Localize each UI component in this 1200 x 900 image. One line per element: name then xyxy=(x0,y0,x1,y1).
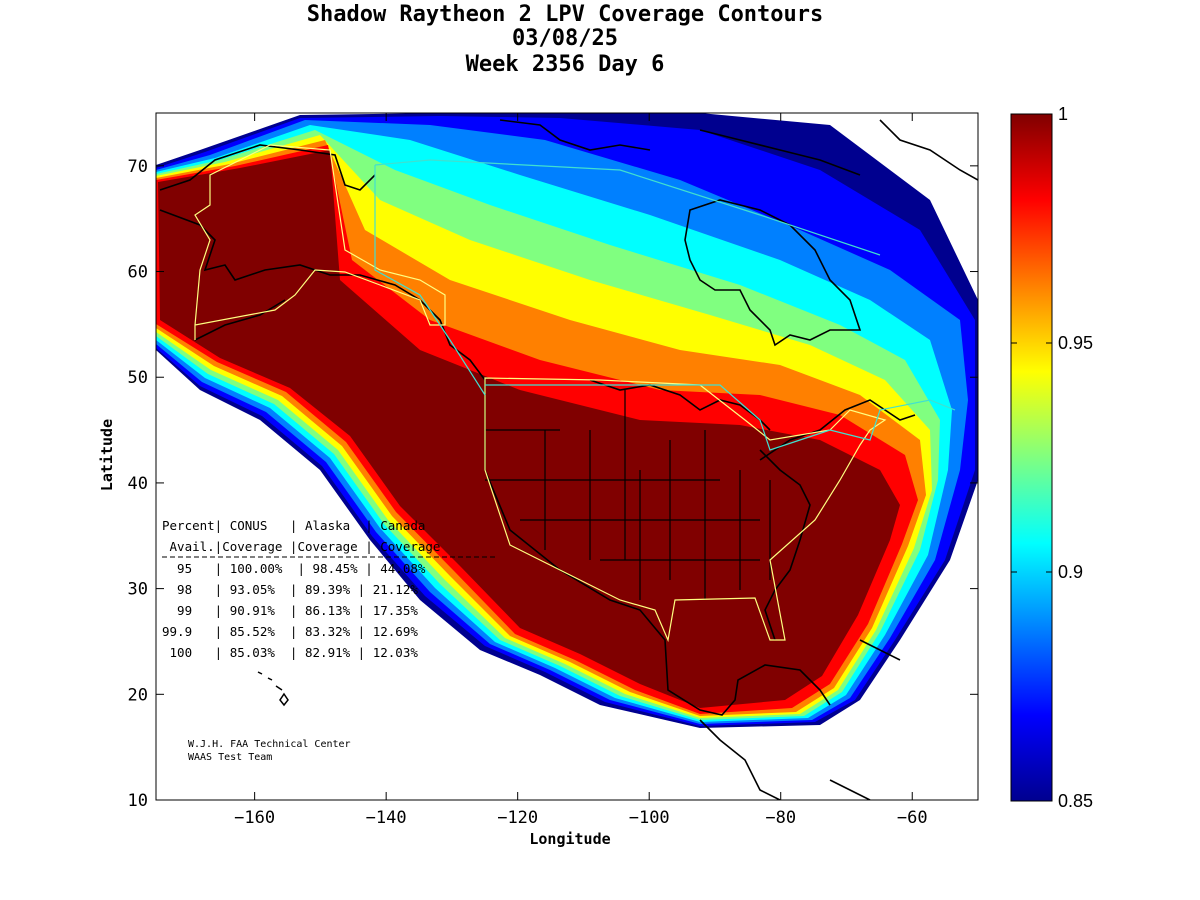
colorbar-tick-label: 1 xyxy=(1058,104,1068,124)
x-tick-label: −60 xyxy=(897,808,928,828)
table-row: 95 | 100.00% | 98.45% | 44.08% xyxy=(162,561,426,576)
colorbar-tick-label: 0.85 xyxy=(1058,791,1093,811)
chart-title-line1: Shadow Raytheon 2 LPV Coverage Contours xyxy=(307,2,824,27)
x-axis-ticks: −160 −140 −120 −100 −80 −60 xyxy=(234,113,928,828)
contour-band-1.0 xyxy=(158,150,900,708)
x-tick-label: −80 xyxy=(765,808,796,828)
hawaii-islands xyxy=(257,671,289,707)
canada-service-volume xyxy=(374,159,956,451)
y-tick-label: 20 xyxy=(128,685,148,705)
x-tick-label: −140 xyxy=(366,808,407,828)
table-header-2: Avail.|Coverage |Coverage | Coverage xyxy=(162,539,440,554)
colorbar-ticks: 1 0.95 0.9 0.85 xyxy=(1011,104,1093,811)
x-tick-label: −120 xyxy=(497,808,538,828)
table-header-1: Percent| CONUS | Alaska | Canada xyxy=(162,518,425,533)
x-tick-label: −160 xyxy=(234,808,275,828)
table-row: 99 | 90.91% | 86.13% | 17.35% xyxy=(162,603,418,618)
table-row: 99.9 | 85.52% | 83.32% | 12.69% xyxy=(162,624,418,639)
y-tick-label: 60 xyxy=(128,263,148,283)
y-tick-label: 70 xyxy=(128,157,148,177)
map-plot-area: Percent| CONUS | Alaska | Canada Avail.|… xyxy=(156,113,978,800)
colorbar-tick-label: 0.9 xyxy=(1058,562,1083,582)
y-tick-label: 30 xyxy=(128,580,148,600)
credit-line2: WAAS Test Team xyxy=(188,752,272,763)
conus-service-volume xyxy=(484,377,887,643)
credit-line1: W.J.H. FAA Technical Center xyxy=(188,739,351,750)
plot-frame xyxy=(155,112,979,801)
state-borders xyxy=(485,390,771,600)
chart-title-line3: Week 2356 Day 6 xyxy=(466,52,665,77)
y-tick-label: 40 xyxy=(128,474,148,494)
table-row: 100 | 85.03% | 82.91% | 12.03% xyxy=(162,645,418,660)
table-row: 98 | 93.05% | 89.39% | 21.12% xyxy=(162,582,418,597)
colorbar xyxy=(1010,113,1053,802)
alaska-service-volume xyxy=(194,144,446,340)
y-axis-ticks: 10 20 30 40 50 60 70 xyxy=(128,157,978,811)
x-tick-label: −100 xyxy=(629,808,670,828)
x-axis-label: Longitude xyxy=(529,830,610,848)
chart-title-line2: 03/08/25 xyxy=(512,26,618,51)
colorbar-tick-label: 0.95 xyxy=(1058,333,1093,353)
service-volumes xyxy=(194,144,956,643)
coverage-table: Percent| CONUS | Alaska | Canada Avail.|… xyxy=(162,518,498,660)
y-axis-label: Latitude xyxy=(98,419,116,491)
y-tick-label: 10 xyxy=(128,791,148,811)
y-tick-label: 50 xyxy=(128,368,148,388)
